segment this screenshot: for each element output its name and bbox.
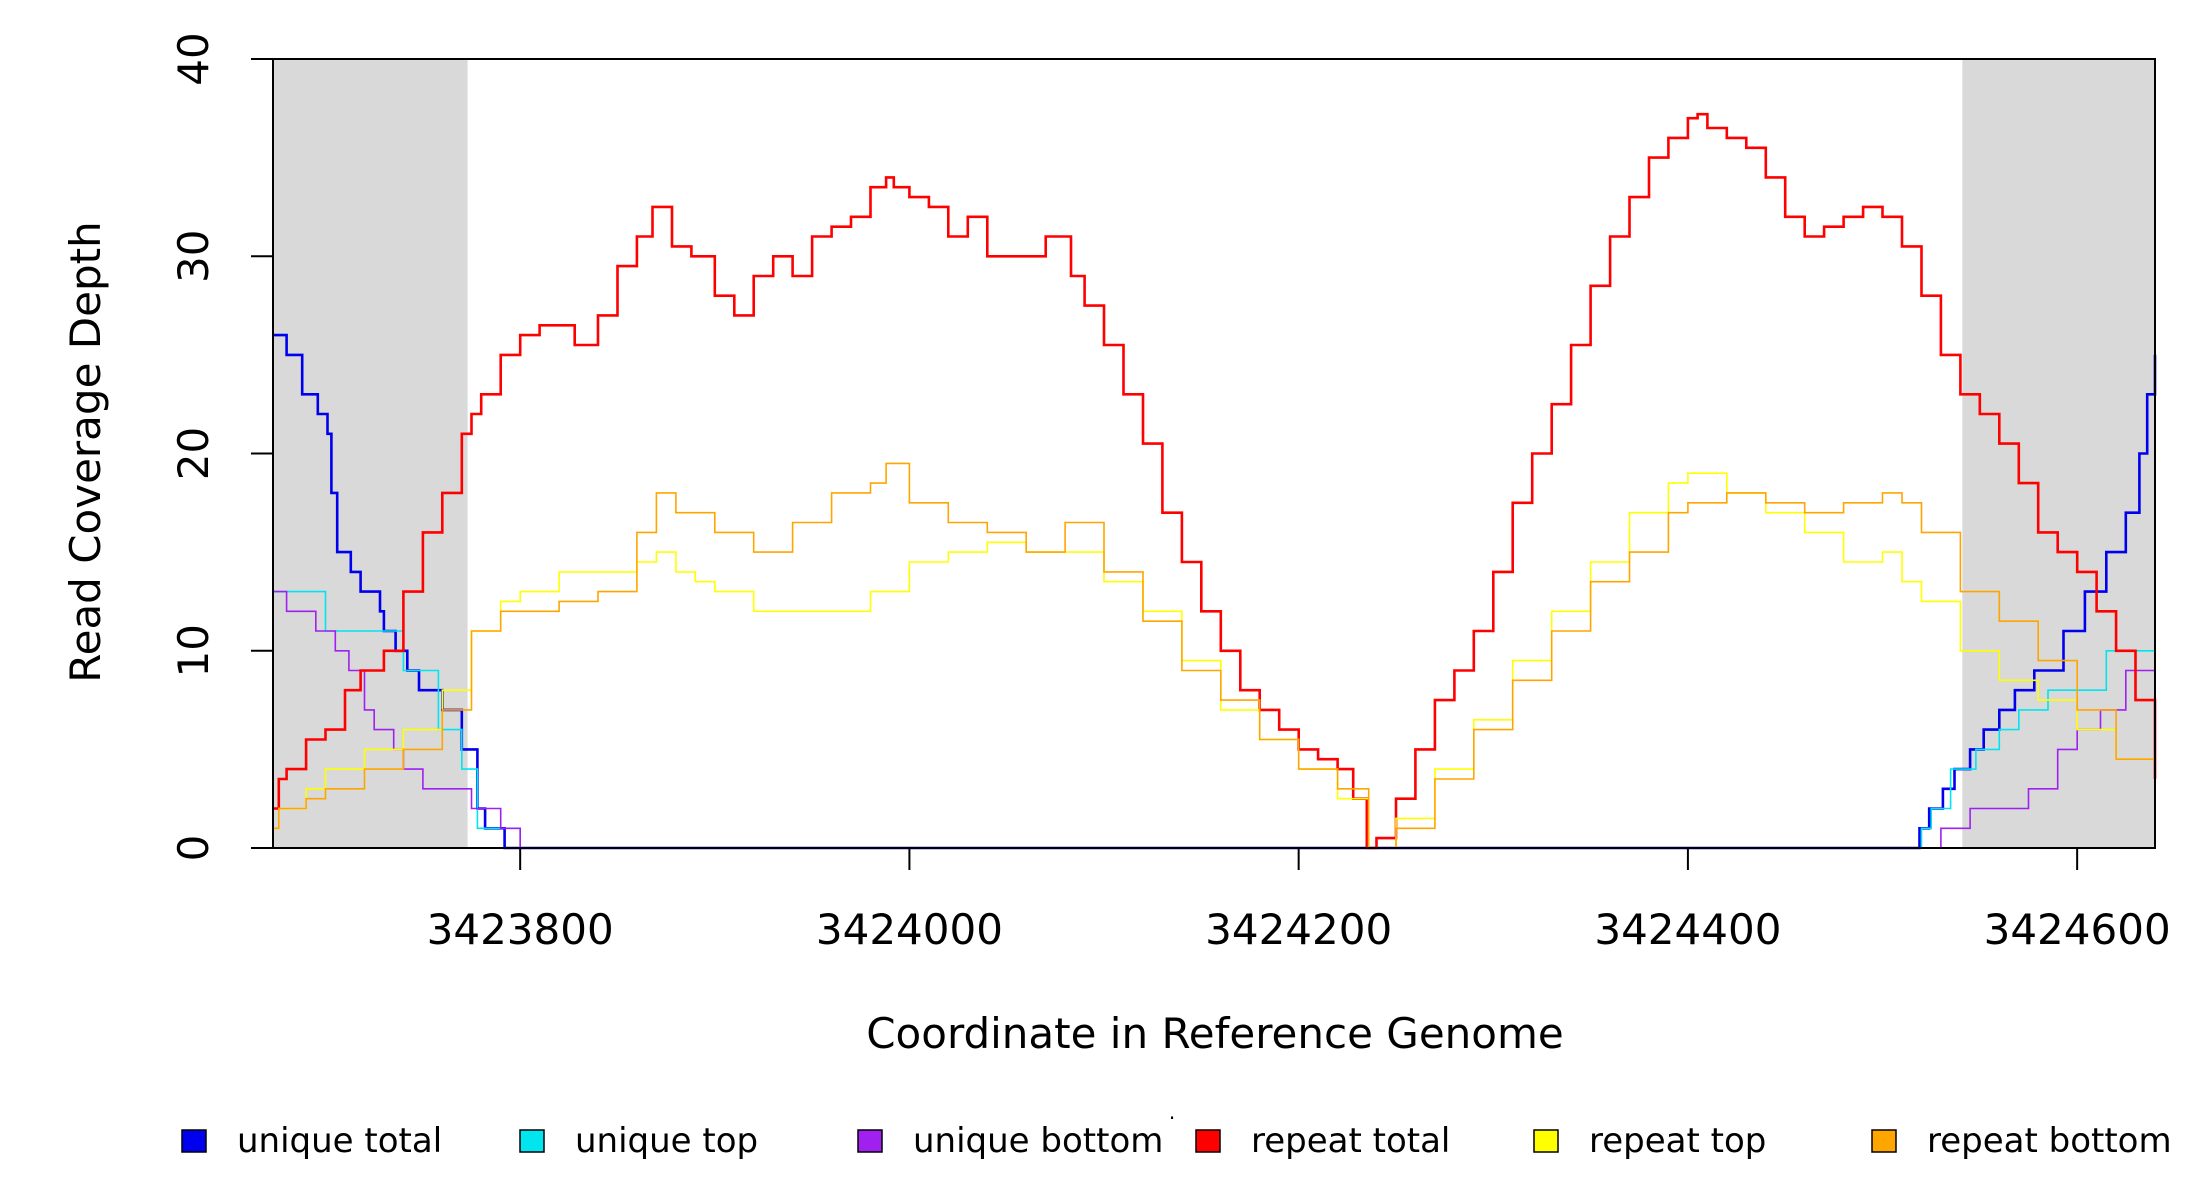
y-tick-label-30: 30 xyxy=(169,230,218,283)
legend-label-unique-bottom: unique bottom xyxy=(913,1121,1163,1161)
series-unique-bottom xyxy=(273,590,2156,849)
legend-swatch-repeat-total xyxy=(1195,1129,1221,1153)
legend-swatch-unique-total xyxy=(181,1129,207,1153)
legend-swatch-unique-top xyxy=(519,1129,545,1153)
shaded-region-right-flank xyxy=(1962,59,2155,848)
legend-label-repeat-top: repeat top xyxy=(1589,1121,1766,1161)
y-axis-label: Read Coverage Depth xyxy=(61,221,110,682)
series-repeat-bottom xyxy=(273,462,2156,849)
y-tick-label-0: 0 xyxy=(169,835,218,862)
y-tick-label-40: 40 xyxy=(169,32,218,85)
series-repeat-total xyxy=(273,112,2157,850)
legend-swatch-repeat-top xyxy=(1533,1129,1559,1153)
legend-label-unique-top: unique top xyxy=(575,1121,758,1161)
y-tick-label-10: 10 xyxy=(169,624,218,677)
legend-label-repeat-bottom: repeat bottom xyxy=(1927,1121,2172,1161)
x-tick-label-3424000: 3424000 xyxy=(816,905,1003,954)
x-tick-label-3423800: 3423800 xyxy=(427,905,614,954)
x-axis-label: Coordinate in Reference Genome xyxy=(866,1009,1564,1058)
series-unique-top xyxy=(273,590,2156,849)
legend-swatch-repeat-bottom xyxy=(1871,1129,1897,1153)
legend-label-unique-total: unique total xyxy=(237,1121,442,1161)
shaded-region-left-flank xyxy=(273,59,468,848)
axes: 0 10 20 30 40 3423800 3424000 3424200 3424400 342… xyxy=(169,32,2171,954)
legend-swatch-unique-bottom xyxy=(857,1129,883,1153)
legend: unique total unique top unique bottom repea… xyxy=(181,1121,2172,1161)
x-tick-label-3424200: 3424200 xyxy=(1205,905,1392,954)
shaded-regions xyxy=(273,59,2155,848)
series-lines xyxy=(273,112,2157,850)
legend-separator: · xyxy=(1169,1106,1175,1130)
legend-label-repeat-total: repeat total xyxy=(1251,1121,1450,1161)
x-tick-label-3424600: 3424600 xyxy=(1984,905,2171,954)
x-tick-label-3424400: 3424400 xyxy=(1594,905,1781,954)
y-tick-label-20: 20 xyxy=(169,427,218,480)
